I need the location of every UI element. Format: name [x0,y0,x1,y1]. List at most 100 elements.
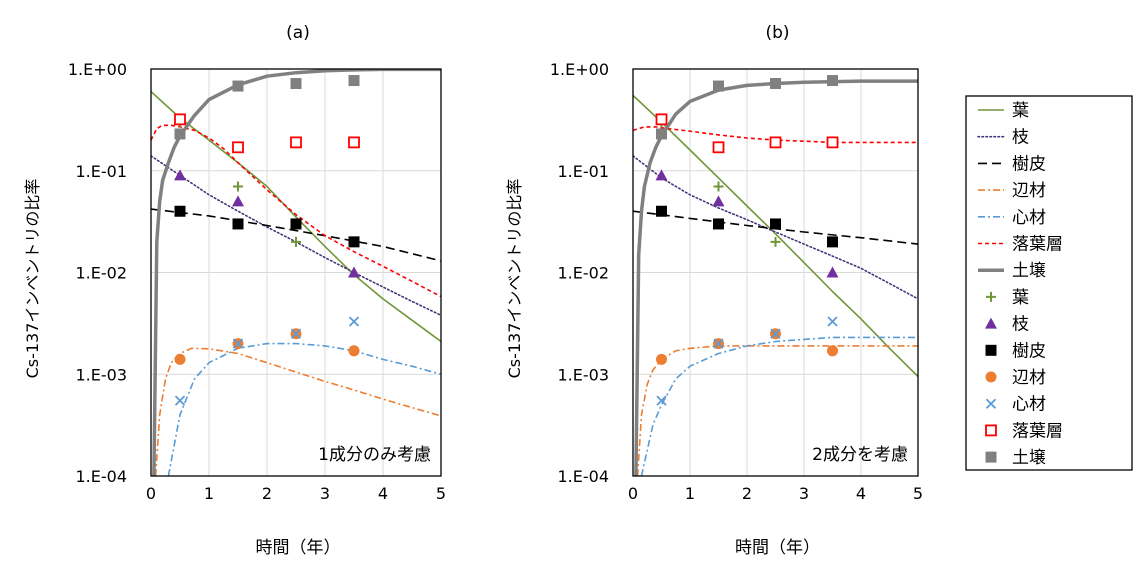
plot-frame [150,68,442,477]
point-bark [348,236,360,248]
legend-label: 樹皮 [1012,341,1046,361]
legend-label: 落葉層 [1012,421,1063,441]
y-tick-label: 1.E-02 [557,264,609,283]
point-bark [770,218,781,230]
point-bark [827,236,838,248]
point-sapwood [656,353,667,365]
point-soil [827,75,838,87]
point-litter [174,113,186,126]
point-soil [348,75,360,87]
curve-heartwood [640,336,918,476]
x-tick-label: 3 [320,484,330,503]
legend-label: 枝 [1012,315,1029,335]
point-soil [770,78,781,90]
legend-marker-heartwood [985,398,997,409]
point-bark [290,218,302,230]
point-bark [713,218,724,230]
point-soil [174,128,186,140]
point-litter [655,113,668,126]
point-leaf [770,236,781,247]
curve-soil [152,69,441,476]
point-heartwood [174,395,186,406]
x-tick-label: 5 [436,484,446,503]
y-tick-label: 1.E-01 [75,162,127,181]
legend-label: 葉 [1012,288,1029,308]
point-branch [232,195,244,207]
x-axis-label: 時間（年） [735,538,820,558]
y-tick-label: 1.E-04 [557,467,609,486]
point-heartwood [348,316,360,327]
y-tick-label: 1.E+00 [550,60,609,79]
y-tick-label: 1.E+00 [68,60,127,79]
point-sapwood [348,345,360,357]
legend-label: 心材 [1012,395,1046,415]
legend-marker-soil [985,451,997,463]
point-bark [174,205,186,217]
point-heartwood [232,338,244,349]
point-bark [656,205,667,217]
curve-sapwood [636,345,918,476]
point-soil [290,78,302,90]
y-tick-label: 1.E-04 [75,467,127,486]
panel-label: (b) [765,23,789,43]
point-litter [769,136,782,149]
legend-marker-sapwood [985,371,997,383]
legend-box [965,95,1133,471]
x-tick-label: 1 [204,484,214,503]
point-bark [232,218,244,230]
x-tick-label: 0 [146,484,156,503]
point-branch [174,169,186,181]
y-axis-label: Cs-137インベントリの比率 [23,179,42,379]
point-branch [655,169,668,181]
x-tick-label: 3 [799,484,809,503]
point-branch [826,266,839,278]
y-tick-label: 1.E-01 [557,162,609,181]
curve-heartwood [167,342,441,476]
curve-bark [151,208,441,262]
x-tick-label: 1 [685,484,695,503]
point-soil [656,128,667,140]
point-heartwood [827,316,838,327]
legend-label: 土壌 [1012,448,1046,468]
annotation-text: 1成分のみ考慮 [318,445,431,465]
point-leaf [713,181,724,192]
x-tick-label: 0 [628,484,638,503]
panel-label: (a) [286,23,310,43]
x-tick-label: 5 [913,484,923,503]
curve-leaf [633,94,918,378]
point-heartwood [770,328,781,339]
point-leaf [233,181,243,192]
legend-marker-bark [985,344,997,356]
y-axis-label: Cs-137インベントリの比率 [505,179,524,379]
x-axis-label: 時間（年） [256,538,341,558]
legend-label: 土壌 [1012,261,1046,281]
x-tick-label: 2 [262,484,272,503]
curve-branch [633,155,918,300]
point-litter [348,136,360,149]
annotation-text: 2成分を考慮 [812,445,908,465]
x-tick-label: 4 [856,484,866,503]
legend-label: 葉 [1012,101,1029,121]
data-points [174,75,360,406]
point-heartwood [713,338,724,349]
y-tick-label: 1.E-03 [557,365,609,384]
y-tick-label: 1.E-03 [75,365,127,384]
point-soil [232,80,244,92]
legend-marker-leaf [986,291,996,302]
point-heartwood [290,328,302,339]
point-litter [232,141,244,154]
point-sapwood [827,345,838,357]
legend-label: 枝 [1012,128,1029,148]
point-soil [713,80,724,92]
point-litter [290,136,302,149]
chart-panel-b: 0 1 2 3 4 5 1.E-04 1.E-03 1.E-02 1.E-01 1.E+00 (b) 2… [505,23,923,558]
x-tick-label: 2 [742,484,752,503]
legend-label: 辺材 [1012,181,1046,201]
legend-marker-litter [985,424,997,437]
curve-litter [151,124,441,298]
x-tick-label: 4 [378,484,388,503]
legend-label: 辺材 [1012,368,1046,388]
data-points [655,75,839,406]
